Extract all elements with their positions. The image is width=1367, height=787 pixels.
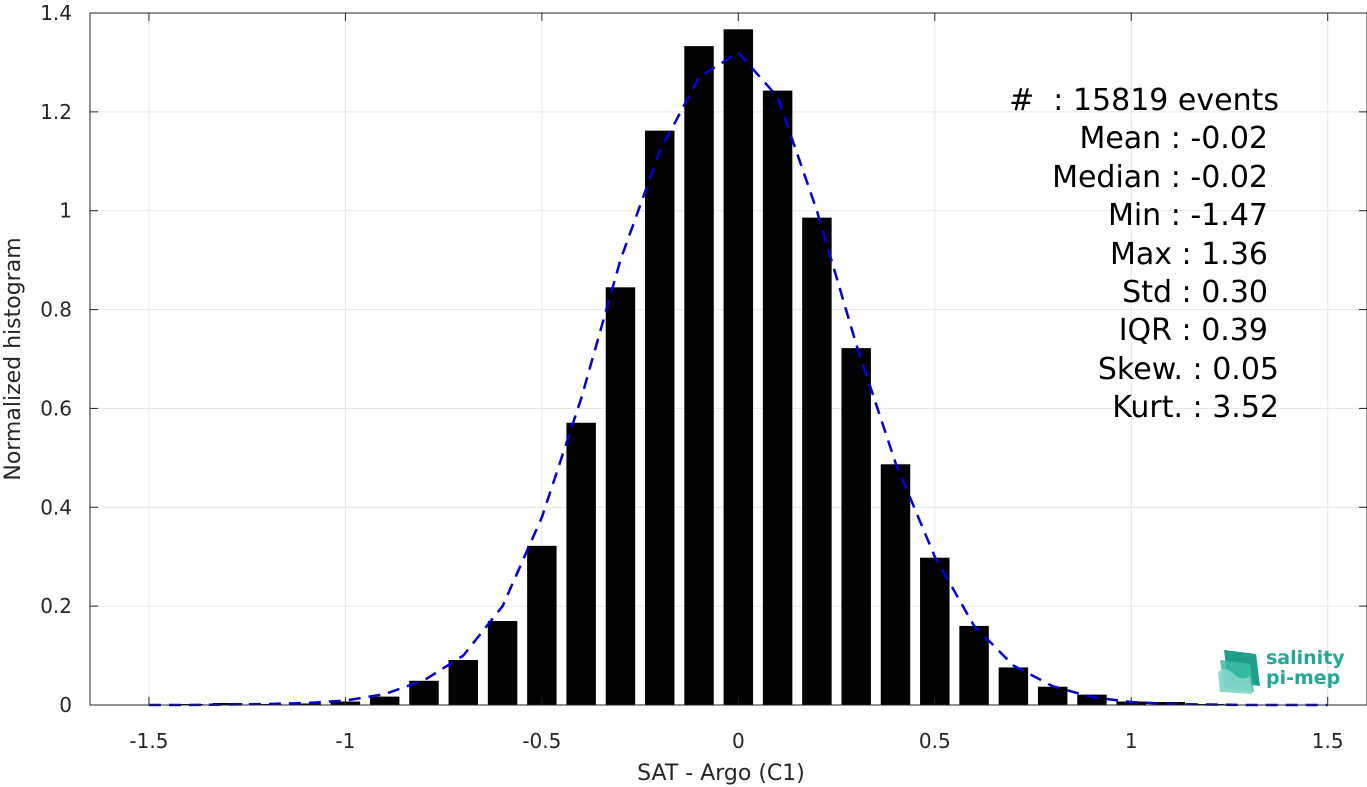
x-tick-label: 1.5 — [1312, 729, 1344, 753]
x-axis-label: SAT - Argo (C1) — [637, 761, 805, 786]
histogram-bar — [762, 90, 793, 706]
histogram-bar — [684, 46, 714, 706]
stat-min: Min : -1.47 — [1107, 198, 1268, 234]
histogram-bar — [802, 217, 832, 706]
x-tick-label: -1.5 — [129, 729, 168, 753]
histogram-bar — [605, 287, 636, 705]
y-tick-label: 0 — [59, 693, 72, 717]
histogram-bar — [645, 130, 675, 705]
y-tick-label: 0.4 — [40, 495, 72, 519]
stat-events: # : 15819 events — [1009, 83, 1279, 118]
x-tick-label: -0.5 — [522, 729, 561, 753]
histogram-bar — [880, 464, 911, 705]
histogram-bar — [369, 696, 400, 705]
y-tick-label: 0.6 — [40, 396, 72, 420]
stat-kurt: Kurt. : 3.52 — [1112, 390, 1279, 426]
logo-text: salinity pi-mep — [1266, 647, 1345, 689]
y-tick-label: 0.8 — [40, 298, 72, 322]
histogram-bar — [959, 625, 989, 705]
histogram-bar — [1037, 686, 1068, 705]
stat-median: Median : -0.02 — [1052, 159, 1268, 195]
histogram-bar — [1077, 694, 1107, 705]
histogram-bar — [566, 422, 596, 705]
x-tick-label: 1 — [1125, 729, 1138, 753]
y-axis-label: Normalized histogram — [1, 237, 26, 480]
histogram-bar — [212, 703, 243, 705]
y-tick-label: 0.2 — [40, 594, 72, 618]
y-tick-label: 1.4 — [40, 1, 72, 25]
statistics-panel: # : 15819 events Mean : -0.02 Median : -… — [1009, 82, 1279, 428]
stat-skew: Skew. : 0.05 — [1097, 351, 1279, 387]
histogram-bar — [920, 557, 950, 705]
histogram-bar — [291, 703, 321, 705]
salinity-pimep-logo: salinity pi-mep — [1216, 646, 1346, 696]
stat-std: Std : 0.30 — [1122, 275, 1268, 311]
histogram-bar — [487, 620, 518, 705]
x-tick-label: -1 — [335, 729, 355, 753]
x-tick-label: 0.5 — [919, 729, 951, 753]
logo-icon — [1218, 650, 1260, 694]
tick-labels: -1.5 -1 -0.5 0 0.5 1 1.5 0 0.2 0.4 0.6 0.8 1 1.2 1.4 — [40, 1, 1343, 753]
histogram-bar — [527, 545, 557, 705]
histogram-bar — [448, 660, 479, 705]
x-tick-label: 0 — [732, 729, 745, 753]
y-tick-label: 1 — [59, 199, 72, 223]
histogram-bar — [841, 348, 871, 705]
histogram-bars — [134, 29, 1343, 706]
y-tick-label: 1.2 — [40, 100, 72, 124]
histogram-bar — [723, 29, 754, 706]
axes-box — [89, 12, 1367, 706]
histogram-bar — [998, 667, 1029, 705]
stat-iqr: IQR : 0.39 — [1118, 313, 1268, 349]
stat-mean: Mean : -0.02 — [1079, 121, 1268, 157]
stat-max: Max : 1.36 — [1110, 236, 1268, 272]
axes-frame — [89, 12, 1367, 706]
